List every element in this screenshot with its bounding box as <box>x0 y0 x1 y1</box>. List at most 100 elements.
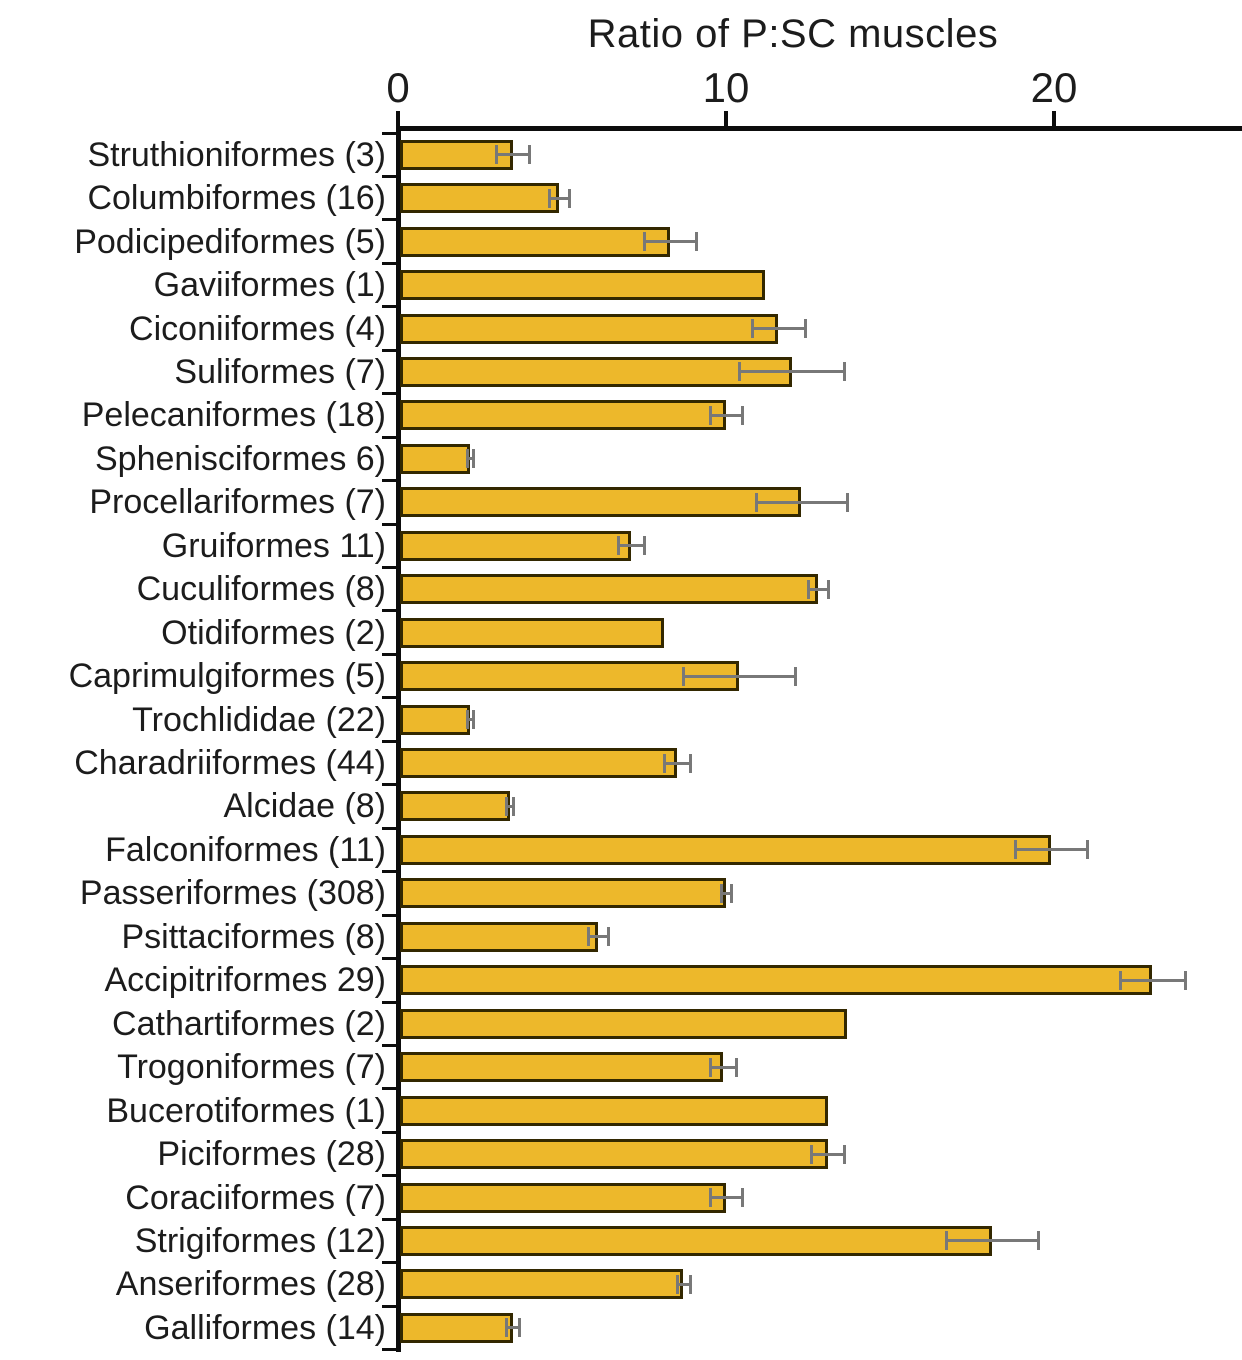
bar <box>400 921 598 952</box>
error-bar-cap <box>843 1144 847 1164</box>
y-axis-tick-mark <box>382 696 397 700</box>
category-label: Galliformes (14) <box>144 1308 386 1347</box>
x-axis-tick-mark <box>724 111 728 127</box>
error-bar-cap <box>741 1188 745 1208</box>
category-label: Bucerotiformes (1) <box>106 1091 386 1130</box>
y-axis-tick-mark <box>382 218 397 222</box>
y-axis-tick-mark <box>382 1000 397 1004</box>
bar <box>400 1139 828 1170</box>
error-bar-cap <box>675 1274 679 1294</box>
category-label: Trogoniformes (7) <box>117 1048 386 1087</box>
category-label: Passeriformes (308) <box>79 874 386 913</box>
error-bar-cap <box>729 883 733 903</box>
error-bar-line <box>506 1326 520 1330</box>
category-label: Otidiformes (2) <box>161 613 386 652</box>
y-axis-tick-mark <box>382 1130 397 1134</box>
error-bar-cap <box>846 492 850 512</box>
y-axis-tick-mark <box>382 392 397 396</box>
error-bar-cap <box>682 666 686 686</box>
error-bar-line <box>811 1152 845 1156</box>
error-bar-cap <box>751 319 755 339</box>
error-bar-cap <box>472 449 476 469</box>
y-axis-tick-mark <box>382 261 397 265</box>
y-axis-tick-mark <box>382 870 397 874</box>
error-bar-line <box>709 413 743 417</box>
error-bar-line <box>1014 848 1087 852</box>
bar <box>400 574 818 605</box>
error-bar-cap <box>708 1188 712 1208</box>
error-bar-cap <box>465 449 469 469</box>
y-axis-tick-mark <box>382 1174 397 1178</box>
error-bar-line <box>466 718 474 722</box>
bar <box>400 270 765 301</box>
category-label: Gaviiformes (1) <box>153 266 386 305</box>
bar <box>400 1052 723 1083</box>
y-axis-tick-mark <box>382 566 397 569</box>
error-bar-cap <box>754 492 758 512</box>
error-bar-line <box>739 370 845 374</box>
y-axis-tick-mark <box>382 913 397 917</box>
y-axis-tick-mark <box>382 1261 397 1265</box>
x-axis-line <box>396 126 1242 131</box>
error-bar-line <box>755 500 848 504</box>
error-bar-cap <box>708 1057 712 1077</box>
bar <box>400 1008 847 1039</box>
category-label: Sphenisciformes 6) <box>94 439 386 478</box>
error-bar-line <box>506 804 513 808</box>
bar <box>400 400 726 431</box>
category-label: Podicipediformes (5) <box>74 222 386 261</box>
error-bar-cap <box>616 536 620 556</box>
error-bar-cap <box>1085 840 1089 860</box>
error-bar-cap <box>793 666 797 686</box>
error-bar-cap <box>511 796 515 816</box>
x-axis-tick-label: 20 <box>1030 64 1078 111</box>
y-axis-tick-mark <box>382 522 397 526</box>
error-bar-line <box>683 674 795 678</box>
y-axis-tick-mark <box>382 609 397 613</box>
category-label: Cathartiformes (2) <box>112 1004 386 1043</box>
category-label: Psittaciformes (8) <box>121 917 387 956</box>
y-axis-tick-mark <box>382 739 397 743</box>
category-label: Suliformes (7) <box>174 352 386 391</box>
bar <box>400 617 664 648</box>
error-bar-line <box>945 1239 1038 1243</box>
category-label: Charadriiformes (44) <box>74 744 386 783</box>
error-bar-cap <box>495 145 499 165</box>
error-bar-cap <box>528 145 532 165</box>
bar <box>400 704 470 735</box>
error-bar-cap <box>547 188 551 208</box>
error-bar-line <box>808 587 828 591</box>
y-axis-tick-mark <box>382 305 397 309</box>
y-axis-tick-mark <box>382 479 397 483</box>
y-axis-line <box>396 126 401 1352</box>
bar <box>400 226 670 257</box>
error-bar-line <box>644 240 697 244</box>
category-label: Procellariformes (7) <box>89 483 386 522</box>
error-bar-cap <box>807 579 810 599</box>
error-bar-cap <box>662 753 666 773</box>
y-axis-tick-mark <box>382 1217 397 1221</box>
category-label: Ciconiiformes (4) <box>129 309 386 348</box>
error-bar-line <box>1119 978 1186 982</box>
bar <box>400 965 1152 996</box>
y-axis-tick-mark <box>382 1087 397 1091</box>
error-bar-line <box>709 1065 736 1069</box>
bar <box>400 139 513 170</box>
error-bar-cap <box>587 927 591 947</box>
error-bar-cap <box>606 927 610 947</box>
category-label: Cuculiformes (8) <box>136 570 386 609</box>
bar <box>400 1225 992 1256</box>
error-bar-cap <box>465 710 469 730</box>
bar <box>400 443 470 474</box>
bar <box>400 1269 683 1300</box>
error-bar-line <box>721 891 731 895</box>
error-bar-cap <box>695 232 699 252</box>
bar <box>400 878 726 909</box>
y-axis-tick-mark <box>382 435 397 439</box>
y-axis-tick-mark <box>382 1304 397 1308</box>
bar <box>400 1182 726 1213</box>
y-axis-tick-mark <box>382 348 397 352</box>
error-bar-cap <box>505 1318 509 1338</box>
error-bar-cap <box>944 1231 948 1251</box>
y-axis-tick-mark <box>382 826 397 830</box>
